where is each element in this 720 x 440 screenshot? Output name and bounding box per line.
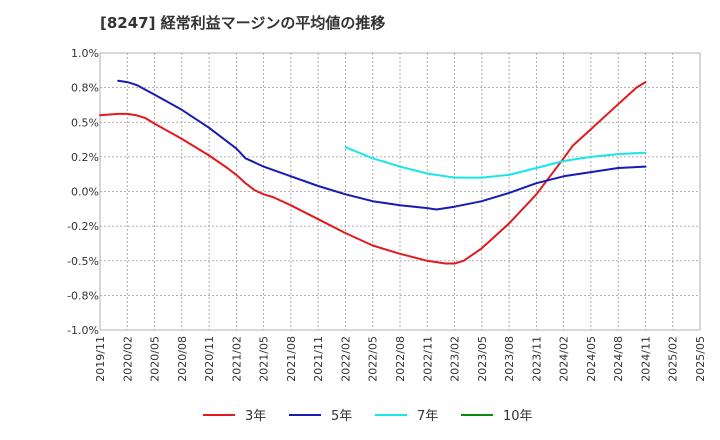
x-tick-label: 2023/05 [476, 336, 489, 382]
x-tick-label: 2024/08 [612, 336, 625, 382]
x-tick-label: 2020/11 [203, 336, 216, 382]
x-tick-label: 2022/05 [367, 336, 380, 382]
y-tick-label: 0.5% [71, 116, 99, 129]
y-tick-label: -1.0% [67, 324, 99, 337]
y-tick-label: -0.8% [67, 289, 99, 302]
x-tick-label: 2019/11 [94, 336, 107, 382]
y-tick-label: 1.0% [71, 47, 99, 60]
x-tick-label: 2020/08 [176, 336, 189, 382]
x-tick-label: 2021/11 [312, 336, 325, 382]
y-tick-label: -0.2% [67, 220, 99, 233]
series-line-3年 [99, 81, 647, 265]
x-tick-label: 2020/05 [149, 336, 162, 382]
x-tick-label: 2025/05 [694, 336, 707, 382]
x-tick-label: 2023/02 [449, 336, 462, 382]
x-tick-label: 2024/11 [639, 336, 652, 382]
x-tick-label: 2021/02 [230, 336, 243, 382]
x-tick-label: 2025/02 [667, 336, 680, 382]
y-axis-ticks: 1.0% 0.8% 0.5% 0.2% 0.0% -0.2% -0.5% -0.8% -1.0% [67, 47, 99, 337]
legend-label: 3年 [245, 409, 266, 424]
legend: 3年 5年 7年 10年 [203, 409, 533, 424]
legend-label: 7年 [417, 409, 438, 424]
x-tick-label: 2022/11 [421, 336, 434, 382]
x-tick-label: 2020/02 [121, 336, 134, 382]
legend-label: 5年 [331, 409, 352, 424]
x-tick-label: 2021/05 [258, 336, 271, 382]
series-lines [99, 79, 647, 265]
x-tick-label: 2022/08 [394, 336, 407, 382]
x-tick-label: 2023/11 [530, 336, 543, 382]
x-axis-ticks: 2019/11 2020/02 2020/05 2020/08 2020/11 2021/… [94, 336, 707, 382]
y-tick-label: 0.0% [71, 186, 99, 199]
grid [99, 52, 701, 331]
series-line-7年 [344, 146, 647, 179]
y-tick-label: 0.2% [71, 151, 99, 164]
x-tick-label: 2024/05 [585, 336, 598, 382]
y-tick-label: -0.5% [67, 255, 99, 268]
x-tick-label: 2023/08 [503, 336, 516, 382]
x-tick-label: 2024/02 [558, 336, 571, 382]
chart-title: [8247] 経常利益マージンの平均値の推移 [100, 14, 385, 32]
series-line-5年 [117, 79, 647, 211]
y-tick-label: 0.8% [71, 82, 99, 95]
x-tick-label: 2022/02 [339, 336, 352, 382]
legend-label: 10年 [503, 409, 533, 424]
x-tick-label: 2021/08 [285, 336, 298, 382]
